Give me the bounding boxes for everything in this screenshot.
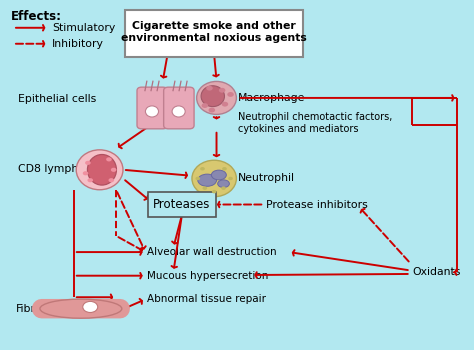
Ellipse shape [172,106,185,117]
Text: Cigarette smoke and other
environmental noxious agents: Cigarette smoke and other environmental … [121,21,307,43]
Text: Inhibitory: Inhibitory [52,39,104,49]
Ellipse shape [211,170,227,180]
Circle shape [85,161,91,165]
Ellipse shape [201,86,225,107]
Text: Mucous hypersecretion: Mucous hypersecretion [147,271,269,281]
Circle shape [106,157,112,161]
Circle shape [200,167,205,170]
Text: CD8 lymphocyte: CD8 lymphocyte [18,164,108,174]
Text: Abnormal tissue repair: Abnormal tissue repair [147,294,266,304]
FancyBboxPatch shape [125,10,303,57]
Ellipse shape [218,180,229,188]
Circle shape [202,187,207,190]
Circle shape [219,88,226,93]
Ellipse shape [40,299,122,318]
Ellipse shape [87,154,117,185]
Ellipse shape [198,174,217,186]
Circle shape [206,86,213,91]
Text: Proteases: Proteases [153,198,210,211]
Text: Effects:: Effects: [11,10,62,23]
Text: Neutrophil chemotactic factors,
cytokines and mediators: Neutrophil chemotactic factors, cytokine… [237,112,392,134]
Ellipse shape [76,150,123,190]
FancyBboxPatch shape [148,193,216,217]
Circle shape [228,177,233,180]
Circle shape [83,301,98,313]
Ellipse shape [192,160,237,197]
Circle shape [209,108,215,112]
Circle shape [201,103,208,108]
Text: Neutrophil: Neutrophil [237,174,294,183]
Circle shape [222,167,227,170]
Text: Protease inhibitors: Protease inhibitors [265,199,367,210]
Text: Stimulatory: Stimulatory [52,23,115,33]
FancyBboxPatch shape [164,87,194,129]
Text: Macrophage: Macrophage [237,92,305,103]
Circle shape [212,190,217,194]
Circle shape [87,178,93,182]
Circle shape [221,187,226,190]
Text: Alveolar wall destruction: Alveolar wall destruction [147,247,277,257]
Circle shape [111,168,117,172]
Circle shape [195,177,200,180]
Text: Fibroblast: Fibroblast [16,304,68,314]
Circle shape [83,171,88,175]
FancyBboxPatch shape [137,87,167,129]
Circle shape [109,178,114,182]
Text: Oxidants: Oxidants [412,267,460,277]
Ellipse shape [146,106,158,117]
Text: Epithelial cells: Epithelial cells [18,94,96,104]
Ellipse shape [197,82,237,114]
Circle shape [227,92,234,97]
Circle shape [222,102,228,107]
